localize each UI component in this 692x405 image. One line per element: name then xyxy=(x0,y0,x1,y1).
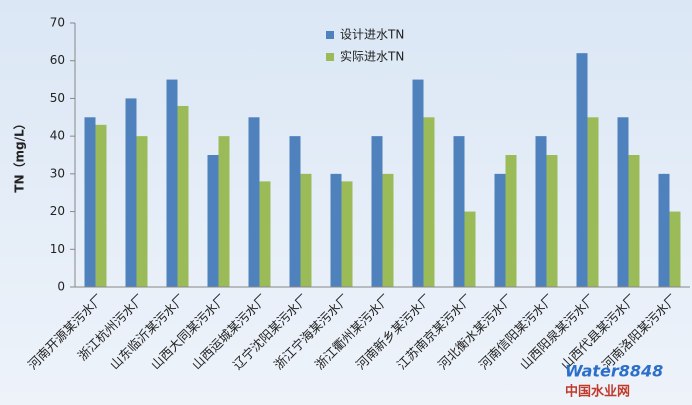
bar xyxy=(546,155,558,287)
bar xyxy=(207,155,219,287)
y-tick-label: 20 xyxy=(50,204,65,218)
bar xyxy=(494,173,506,287)
bar xyxy=(412,79,424,287)
legend-swatch xyxy=(326,53,334,61)
bar xyxy=(84,117,96,288)
y-tick-label: 70 xyxy=(50,16,65,30)
bar xyxy=(166,79,178,287)
bar xyxy=(330,173,342,287)
bar xyxy=(289,136,301,287)
bar xyxy=(259,181,271,287)
bar xyxy=(136,136,148,287)
bar xyxy=(535,136,547,287)
bar xyxy=(617,117,629,288)
bar xyxy=(177,105,189,287)
bar xyxy=(669,211,681,287)
bar xyxy=(300,173,312,287)
y-tick-label: 10 xyxy=(50,242,65,256)
y-tick-label: 50 xyxy=(50,91,65,105)
y-tick-label: 30 xyxy=(50,166,65,180)
y-axis-label: TN（mg/L） xyxy=(12,117,27,192)
bar xyxy=(576,53,588,287)
bar xyxy=(95,124,107,287)
bar xyxy=(464,211,476,287)
legend-swatch xyxy=(326,31,334,39)
legend-label: 实际进水TN xyxy=(340,49,404,64)
y-tick-label: 60 xyxy=(50,53,65,67)
watermark: 中国水业网 xyxy=(565,384,630,400)
bar xyxy=(658,173,670,287)
bar xyxy=(248,117,260,288)
legend-label: 设计进水TN xyxy=(340,28,404,42)
bar xyxy=(453,136,465,287)
bar xyxy=(505,155,517,287)
bar xyxy=(125,98,137,287)
watermark: Water8848 xyxy=(565,362,663,381)
bar xyxy=(218,136,230,287)
bar xyxy=(382,173,394,287)
bar xyxy=(371,136,383,287)
bar xyxy=(341,181,353,287)
bar xyxy=(587,117,599,288)
bar xyxy=(628,155,640,287)
y-tick-label: 0 xyxy=(57,280,65,294)
y-tick-label: 40 xyxy=(50,129,65,143)
bar xyxy=(423,117,435,288)
